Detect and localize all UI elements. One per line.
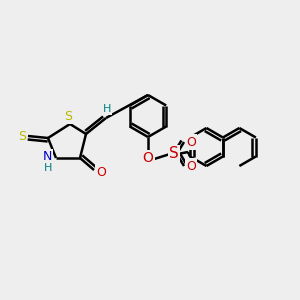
Text: N: N — [42, 151, 52, 164]
Text: O: O — [96, 166, 106, 178]
Text: H: H — [103, 104, 111, 114]
Text: H: H — [44, 163, 52, 173]
Text: S: S — [169, 146, 179, 161]
Text: S: S — [18, 130, 26, 142]
Text: O: O — [142, 151, 153, 165]
Text: O: O — [186, 160, 196, 172]
Text: S: S — [64, 110, 72, 122]
Text: O: O — [186, 136, 196, 148]
